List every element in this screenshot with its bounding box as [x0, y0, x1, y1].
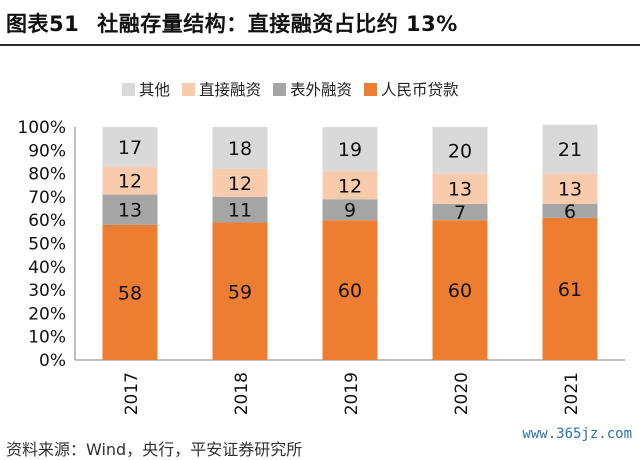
figure-header: 图表51 社融存量结构：直接融资占比约 13%	[0, 0, 640, 46]
data-label: 12	[228, 173, 252, 195]
x-tick-label: 2018	[232, 372, 252, 415]
legend-swatch-4	[364, 83, 377, 96]
x-tick-label: 2021	[562, 372, 582, 415]
bar-segment	[542, 217, 598, 360]
legend-label-1: 其他	[139, 81, 170, 99]
bar-segment	[102, 166, 158, 195]
y-tick-label: 50%	[28, 235, 66, 255]
data-label: 20	[448, 140, 472, 162]
y-tick-label: 90%	[28, 141, 66, 161]
data-label: 21	[558, 139, 582, 161]
data-label: 9	[344, 200, 356, 222]
data-label: 61	[558, 279, 582, 301]
figure-title: 图表51 社融存量结构：直接融资占比约 13%	[6, 8, 458, 38]
x-tick-label: 2020	[452, 372, 472, 415]
bar-segment	[542, 124, 598, 174]
bar-segment	[432, 127, 488, 174]
data-label: 60	[448, 280, 472, 302]
data-label: 18	[228, 138, 252, 160]
bar-segment	[322, 199, 378, 221]
bar-segment	[212, 127, 268, 169]
figure-title-text: 社融存量结构：直接融资占比约 13%	[97, 12, 458, 36]
data-label: 13	[558, 179, 582, 201]
bar-segment	[212, 196, 268, 223]
bar-segment	[432, 220, 488, 360]
y-tick-label: 30%	[28, 281, 66, 301]
legend-label-2: 直接融资	[199, 81, 261, 99]
bar-segment	[322, 220, 378, 360]
y-tick-label: 80%	[28, 165, 66, 185]
data-label: 13	[448, 179, 472, 201]
data-label: 6	[564, 201, 576, 223]
stacked-bar-chart: 其他 直接融资 表外融资 人民币贷款 0% 10% 20% 30% 40% 50% 60% 70% 80…	[17, 81, 625, 415]
x-tick-label: 2017	[122, 372, 142, 415]
y-tick-label: 100%	[17, 118, 66, 138]
bar-segment	[542, 203, 598, 218]
data-label: 7	[454, 202, 466, 224]
bar-segment	[102, 127, 158, 167]
bar-segment	[432, 173, 488, 204]
bar-segment	[102, 224, 158, 360]
watermark: www.365jz.com	[520, 426, 634, 442]
bar-segment	[212, 222, 268, 360]
bar-segment	[212, 168, 268, 197]
legend-swatch-1	[122, 83, 135, 96]
data-label: 59	[228, 281, 252, 303]
y-tick-label: 40%	[28, 258, 66, 278]
figure-label: 图表51	[6, 12, 80, 36]
data-label: 19	[338, 139, 362, 161]
y-tick-label: 60%	[28, 211, 66, 231]
bar-segment	[102, 194, 158, 225]
y-tick-label: 70%	[28, 188, 66, 208]
bar-segment	[322, 127, 378, 172]
legend-swatch-2	[182, 83, 195, 96]
legend-swatch-3	[273, 83, 286, 96]
data-label: 12	[338, 175, 362, 197]
bar-segment	[432, 203, 488, 221]
data-label: 12	[118, 171, 142, 193]
data-label: 11	[228, 200, 252, 222]
y-tick-label: 20%	[28, 304, 66, 324]
source-note: 资料来源：Wind，央行，平安证券研究所	[6, 440, 303, 459]
data-label: 60	[338, 280, 362, 302]
y-tick-label: 0%	[39, 351, 66, 371]
legend-label-4: 人民币贷款	[381, 81, 459, 99]
data-label: 17	[118, 137, 142, 159]
bar-segment	[322, 171, 378, 200]
data-label: 13	[118, 200, 142, 222]
data-label: 58	[118, 282, 142, 304]
legend-label-3: 表外融资	[290, 81, 352, 99]
y-tick-label: 10%	[28, 328, 66, 348]
x-tick-label: 2019	[342, 372, 362, 415]
bar-segment	[542, 173, 598, 204]
